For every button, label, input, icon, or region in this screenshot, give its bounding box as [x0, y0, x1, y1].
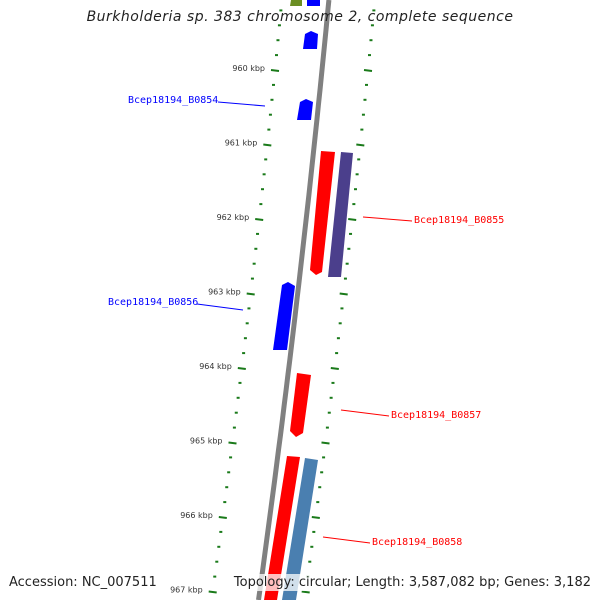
accession-text: Accession: NC_007511 [9, 574, 157, 591]
gene-B0856[interactable] [273, 282, 295, 350]
tick-label: 966 kbp [180, 511, 213, 520]
tick-label: 967 kbp [170, 586, 203, 595]
gene-feature-olive[interactable] [290, 0, 302, 6]
gene-B0854[interactable] [297, 99, 313, 120]
major-tick [218, 516, 227, 519]
gene-label-B0854[interactable]: Bcep18194_B0854 [128, 95, 219, 106]
major-tick [246, 292, 255, 296]
major-tick [301, 590, 310, 594]
chromosome-backbone [256, 0, 332, 600]
gene-B0858-paired[interactable] [282, 458, 318, 600]
gene-feature-blue-arrow[interactable] [303, 31, 318, 49]
tick-label: 962 kbp [217, 213, 250, 222]
tick-label: 960 kbp [232, 64, 265, 73]
gene-label-B0855[interactable]: Bcep18194_B0855 [414, 215, 505, 226]
tick-label: 965 kbp [190, 437, 223, 446]
major-tick [270, 69, 280, 72]
gene-label-B0856[interactable]: Bcep18194_B0856 [108, 297, 199, 308]
major-tick [311, 516, 320, 519]
gene-label-B0857[interactable]: Bcep18194_B0857 [391, 410, 482, 421]
major-tick [339, 292, 348, 296]
major-tick [237, 367, 246, 370]
major-tick [208, 590, 217, 594]
topology-text: Topology: circular; Length: 3,587,082 bp… [233, 574, 591, 591]
leader-line-B0858 [322, 536, 371, 544]
leader-line-B0857 [340, 409, 390, 417]
gene-B0858[interactable] [264, 456, 300, 600]
gene-feature-blue-top[interactable] [307, 0, 320, 6]
gene-B0855[interactable] [310, 151, 335, 275]
leader-line-B0854 [217, 101, 266, 107]
major-tick [330, 367, 339, 370]
map-title: Burkholderia sp. 383 chromosome 2, compl… [86, 9, 514, 25]
leader-line-B0855 [362, 216, 413, 222]
tick-marks: 960 kbp 961 kbp 962 kbp 963 kbp 964 kbp 965 k… [170, 9, 376, 595]
tick-label: 964 kbp [199, 362, 232, 371]
gene-B0857[interactable] [290, 373, 311, 437]
major-tick [228, 441, 237, 445]
major-tick [263, 143, 272, 147]
major-tick [348, 218, 357, 221]
gene-label-B0858[interactable]: Bcep18194_B0858 [372, 537, 463, 548]
major-tick [356, 143, 365, 147]
gene-B0855-paired[interactable] [328, 152, 353, 277]
tick-label: 963 kbp [208, 288, 241, 297]
tick-label: 961 kbp [225, 139, 258, 148]
major-tick [321, 441, 330, 445]
leader-line-B0856 [196, 303, 244, 311]
major-tick [363, 69, 373, 72]
major-tick [255, 218, 264, 221]
